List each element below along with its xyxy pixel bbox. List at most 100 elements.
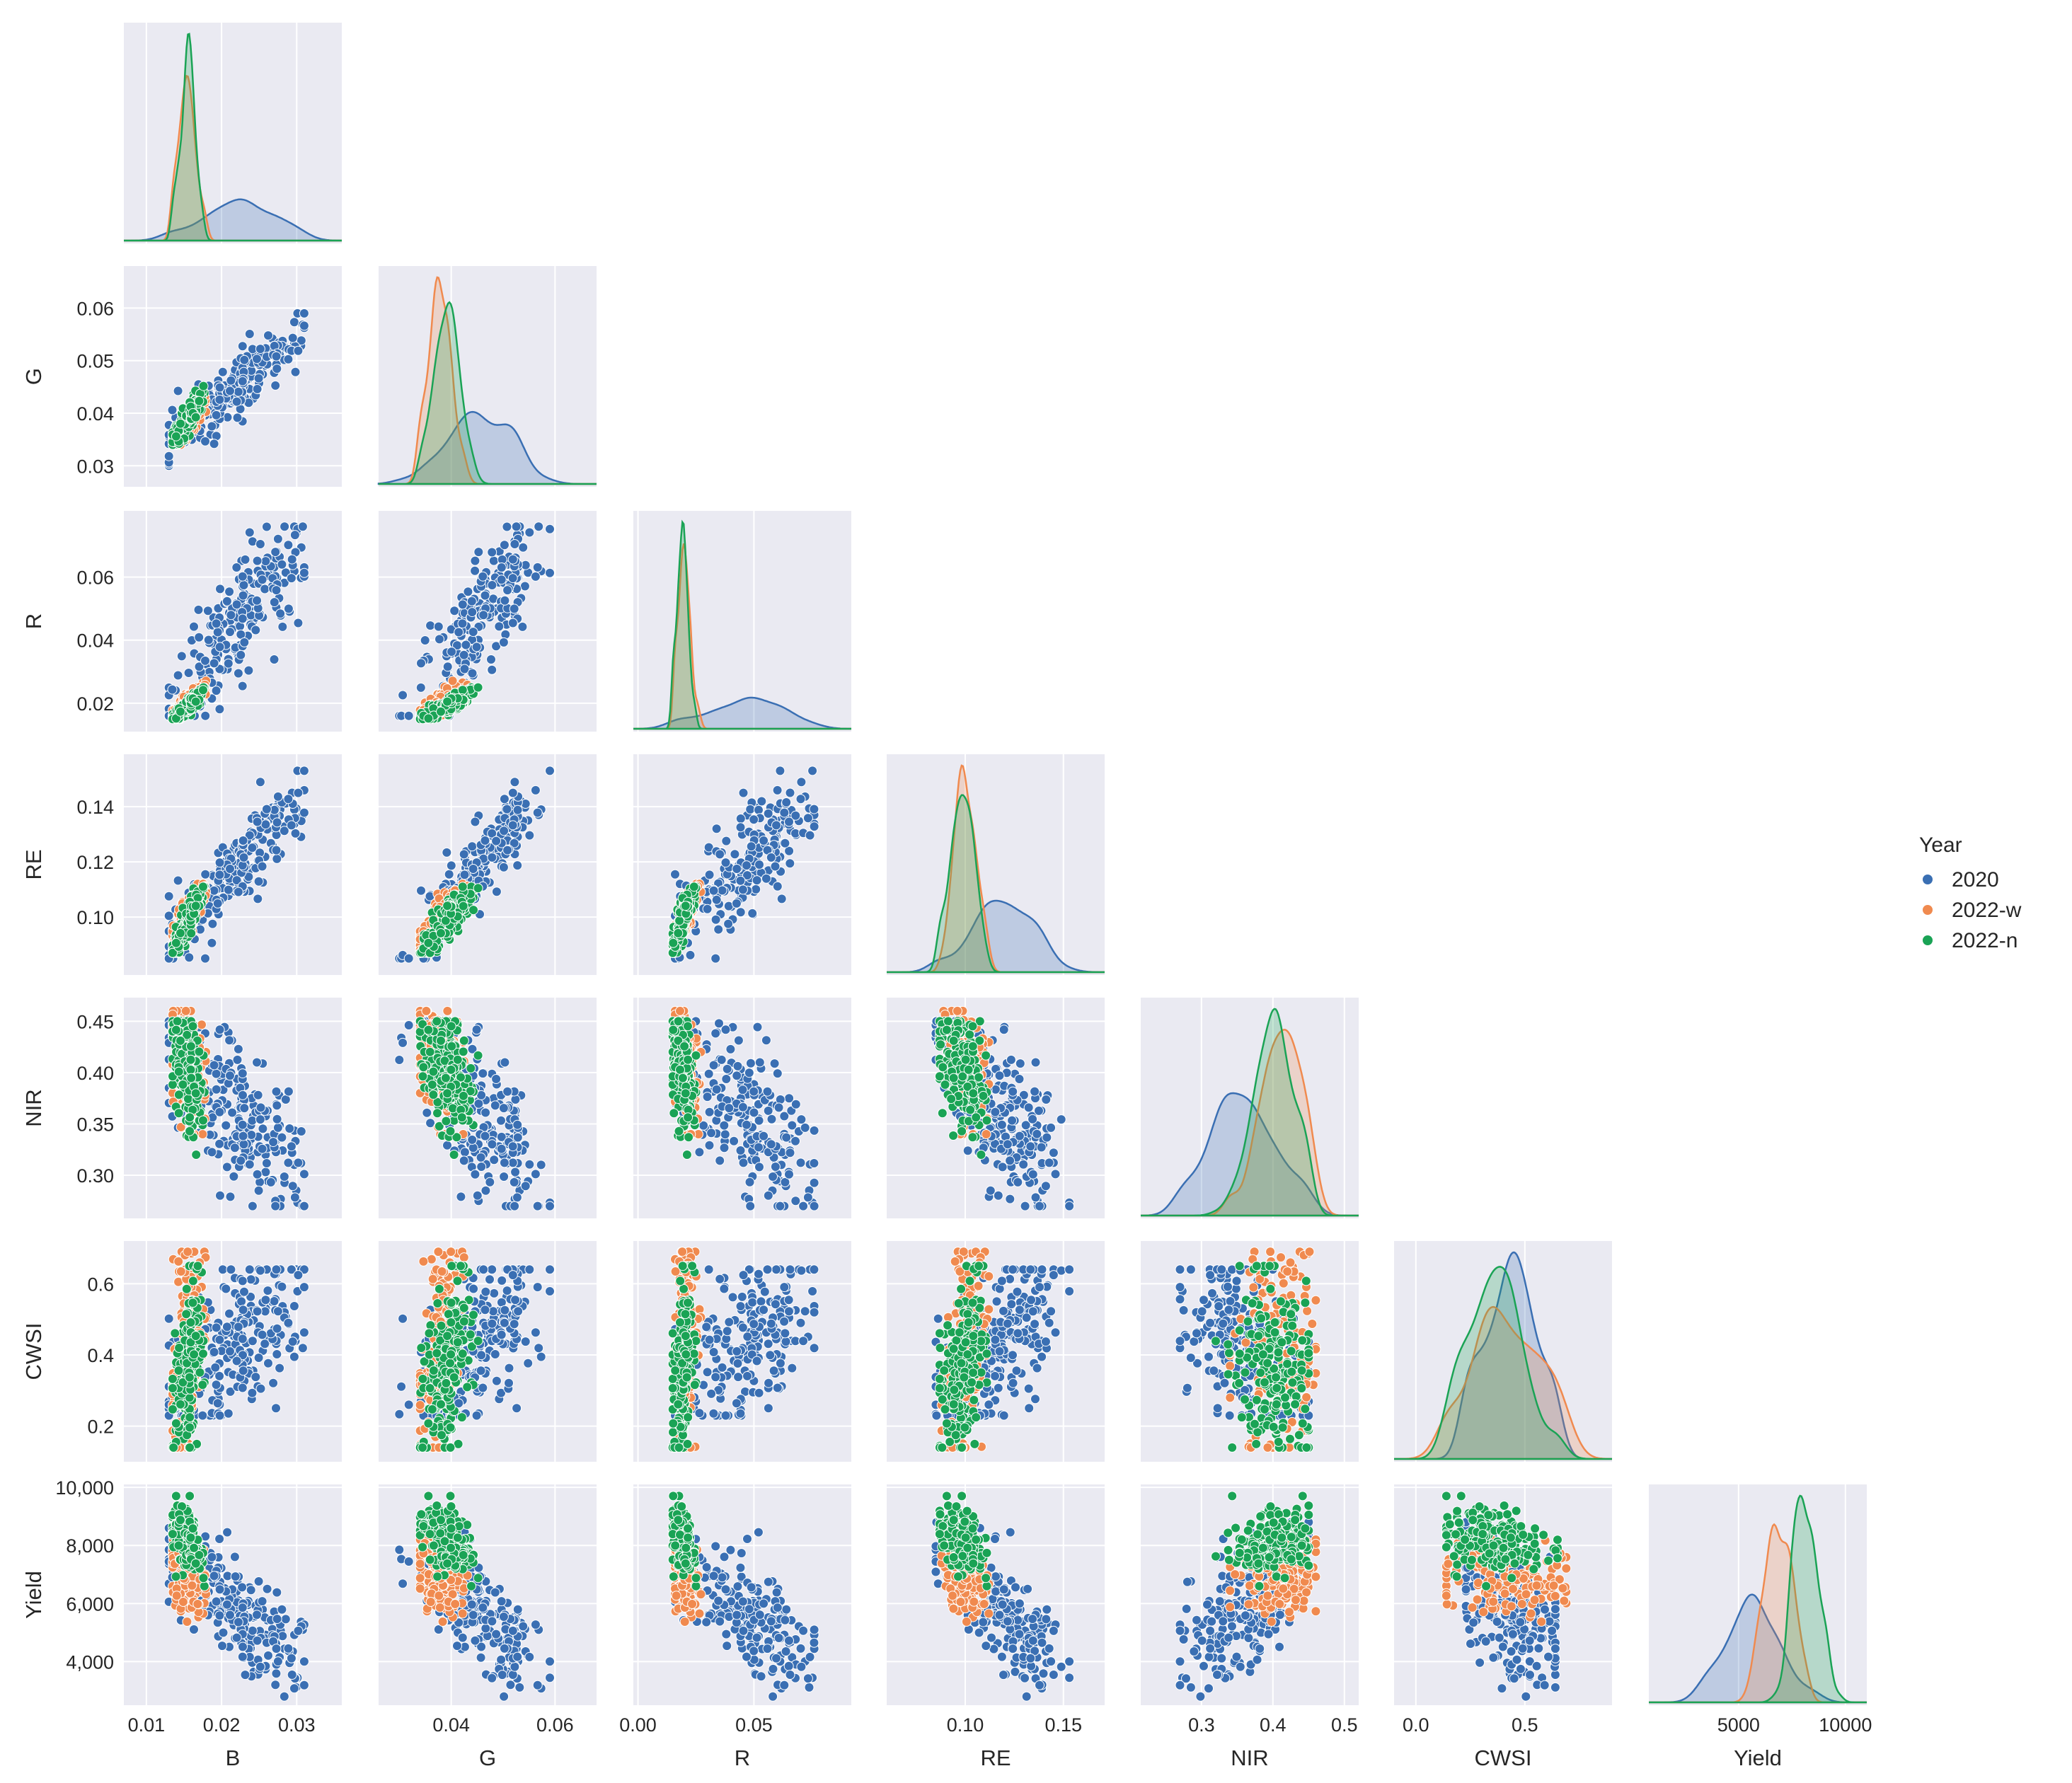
point-2020 bbox=[809, 804, 819, 814]
point-2020 bbox=[271, 845, 282, 855]
point-2022-n bbox=[418, 1071, 428, 1082]
point-2020 bbox=[293, 618, 304, 628]
point-2020 bbox=[253, 1185, 264, 1196]
point-2020 bbox=[287, 333, 298, 343]
point-2020 bbox=[499, 540, 510, 550]
point-2022-n bbox=[186, 928, 197, 939]
point-2020 bbox=[512, 1192, 522, 1203]
point-2022-n bbox=[468, 905, 478, 916]
ytick-label: 0.03 bbox=[76, 456, 114, 477]
point-2020 bbox=[246, 1130, 257, 1140]
ytick-label: 0.04 bbox=[76, 630, 114, 652]
point-2020 bbox=[209, 658, 219, 669]
ytick-label: 0.12 bbox=[76, 852, 114, 873]
point-2022-n bbox=[185, 1064, 196, 1075]
point-2020 bbox=[510, 1167, 521, 1177]
point-2022-n bbox=[190, 901, 201, 911]
point-2020 bbox=[268, 1137, 279, 1148]
point-2020 bbox=[200, 953, 210, 964]
point-2022-n bbox=[473, 883, 483, 894]
point-2020 bbox=[490, 1100, 500, 1111]
point-2020 bbox=[244, 527, 255, 538]
point-2020 bbox=[221, 1162, 232, 1172]
point-2020 bbox=[773, 1102, 784, 1113]
point-2020 bbox=[272, 364, 282, 374]
point-2022-w bbox=[421, 1005, 432, 1016]
point-2022-n bbox=[680, 901, 691, 911]
point-2020 bbox=[510, 1201, 520, 1211]
point-2020 bbox=[502, 585, 513, 596]
ytick-label: 0.10 bbox=[76, 907, 114, 928]
point-2022-w bbox=[197, 1020, 207, 1030]
point-2020 bbox=[530, 785, 541, 795]
point-2020 bbox=[237, 613, 248, 624]
point-2020 bbox=[742, 860, 752, 871]
point-2020 bbox=[211, 1084, 221, 1095]
point-2020 bbox=[209, 885, 219, 896]
point-2020 bbox=[715, 1155, 725, 1166]
point-2020 bbox=[713, 924, 724, 935]
point-2022-n bbox=[185, 1041, 196, 1051]
point-2020 bbox=[173, 875, 183, 886]
point-2022-n bbox=[191, 1150, 202, 1160]
point-2020 bbox=[272, 853, 282, 864]
point-2022-n bbox=[442, 1088, 453, 1099]
point-2020 bbox=[710, 1028, 721, 1039]
point-2020 bbox=[732, 1071, 742, 1081]
point-2020 bbox=[732, 864, 742, 874]
point-2020 bbox=[710, 953, 721, 964]
point-2020 bbox=[221, 1120, 231, 1131]
point-2020 bbox=[768, 1172, 778, 1182]
point-2020 bbox=[459, 1155, 469, 1166]
point-2020 bbox=[735, 907, 746, 918]
point-2020 bbox=[434, 634, 444, 645]
point-2022-n bbox=[175, 928, 185, 938]
point-2020 bbox=[286, 573, 297, 584]
point-2020 bbox=[277, 1132, 287, 1143]
point-2020 bbox=[485, 1177, 495, 1187]
point-2020 bbox=[442, 662, 453, 672]
panel-RE-vs-RE bbox=[887, 754, 1105, 975]
point-2020 bbox=[283, 1158, 294, 1168]
point-2020 bbox=[754, 1142, 764, 1153]
panel-background bbox=[633, 511, 851, 732]
point-2020 bbox=[491, 836, 502, 846]
point-2022-n bbox=[466, 1063, 476, 1073]
point-2020 bbox=[766, 852, 776, 862]
point-2022-n bbox=[173, 1066, 184, 1077]
point-2020 bbox=[496, 1143, 507, 1154]
point-2020 bbox=[299, 1169, 309, 1179]
point-2022-n bbox=[473, 682, 483, 693]
point-2022-n bbox=[432, 1016, 442, 1027]
point-2020 bbox=[265, 1177, 276, 1187]
point-2020 bbox=[730, 849, 740, 860]
point-2020 bbox=[236, 1155, 246, 1166]
point-2020 bbox=[261, 1158, 272, 1168]
point-2020 bbox=[759, 836, 769, 846]
panel-NIR-vs-R bbox=[633, 998, 851, 1218]
point-2020 bbox=[772, 1068, 783, 1079]
point-2020 bbox=[790, 1099, 801, 1109]
point-2020 bbox=[738, 787, 749, 798]
point-2020 bbox=[203, 635, 214, 645]
panel-background bbox=[124, 23, 342, 243]
point-2020 bbox=[200, 869, 211, 879]
point-2020 bbox=[532, 807, 543, 818]
point-2020 bbox=[240, 554, 251, 565]
point-2020 bbox=[398, 1037, 408, 1048]
point-2022-n bbox=[689, 882, 699, 892]
point-2020 bbox=[238, 1131, 248, 1141]
point-2020 bbox=[737, 1102, 748, 1112]
panel-NIR-vs-G bbox=[379, 998, 597, 1218]
point-2020 bbox=[722, 1063, 732, 1074]
point-2020 bbox=[478, 571, 488, 582]
point-2020 bbox=[780, 838, 790, 848]
point-2020 bbox=[507, 618, 518, 628]
point-2020 bbox=[217, 367, 228, 377]
point-2020 bbox=[809, 821, 819, 832]
point-2022-n bbox=[668, 937, 679, 948]
point-2022-n bbox=[190, 1088, 201, 1099]
panel-R-vs-B: 0.020.040.06R bbox=[21, 511, 342, 732]
point-2020 bbox=[745, 1058, 756, 1068]
point-2020 bbox=[502, 521, 512, 532]
